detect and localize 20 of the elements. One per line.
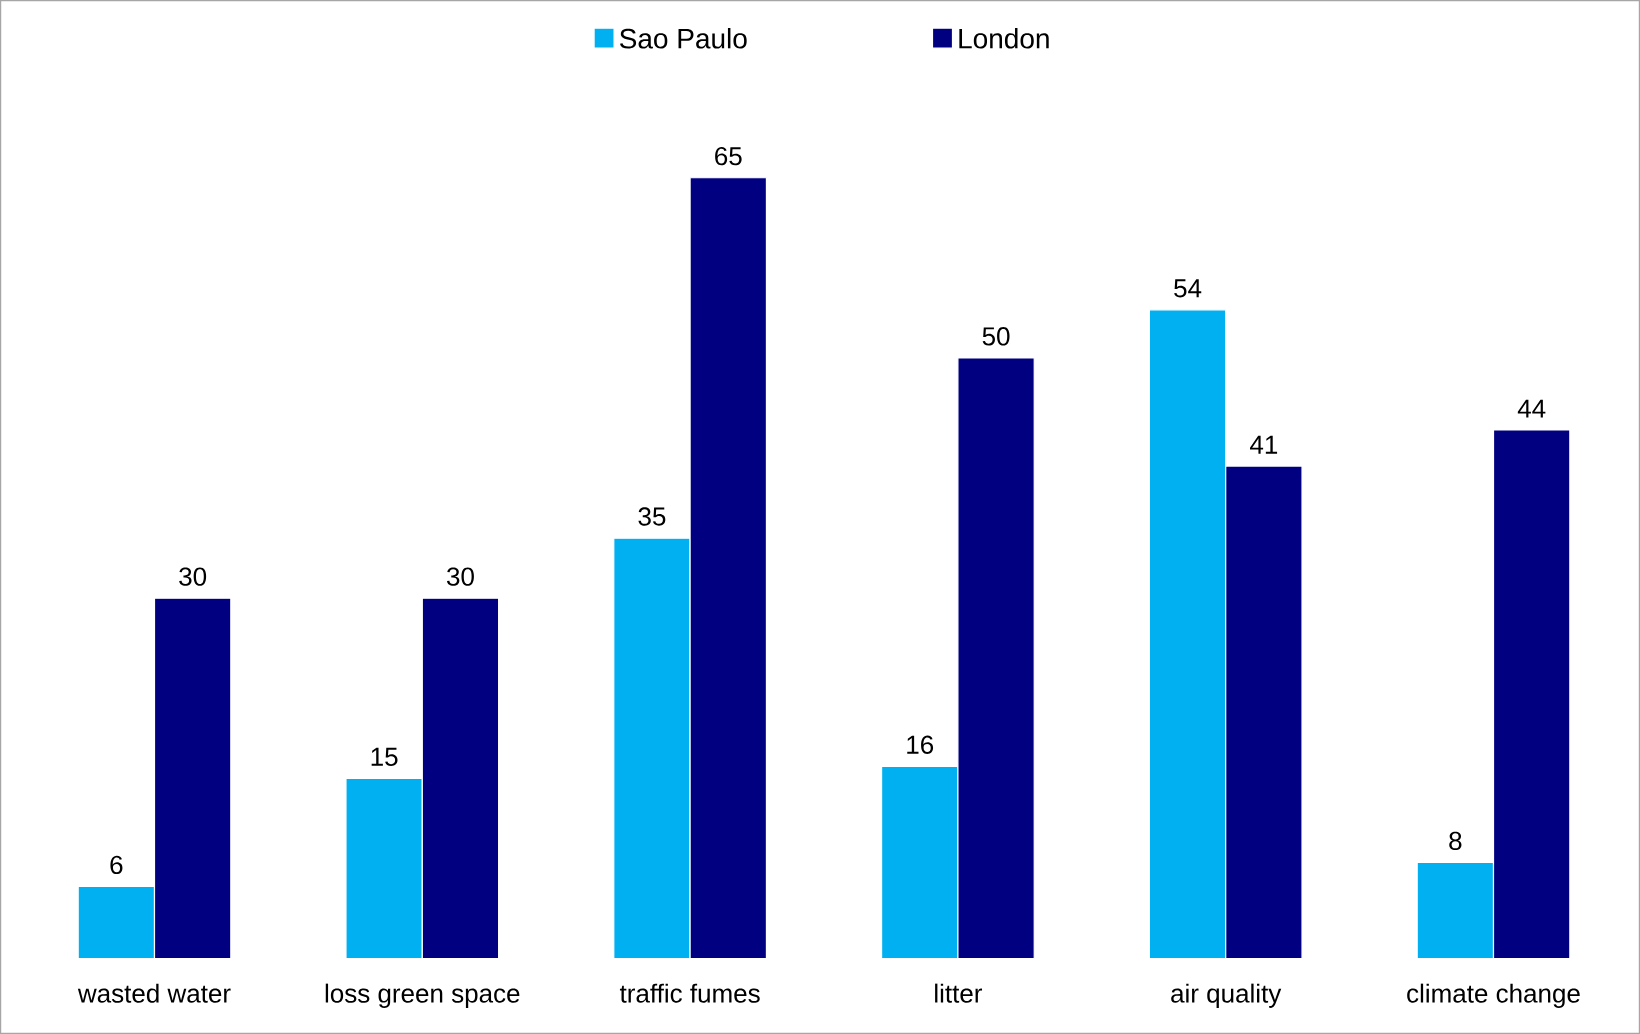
- data-label: 54: [1174, 279, 1202, 298]
- data-label: 41: [1250, 435, 1278, 454]
- data-label: 6: [110, 855, 123, 875]
- legend-label: Sao Paulo: [619, 28, 747, 49]
- x-tick-label: litter: [935, 983, 983, 1003]
- data-label: 30: [447, 567, 474, 586]
- x-tick-label: loss green space: [325, 983, 520, 1008]
- x-tick-label: wasted water: [77, 983, 231, 1003]
- data-label: 30: [179, 567, 207, 586]
- data-label: 8: [1449, 831, 1462, 851]
- x-tick-label: air quality: [1171, 983, 1282, 1008]
- data-label: 16: [907, 735, 934, 754]
- data-label: 50: [982, 327, 1010, 346]
- x-tick-label: climate change: [1407, 983, 1580, 1008]
- data-label: 65: [715, 146, 742, 166]
- data-label: 44: [1517, 399, 1546, 418]
- data-label: 35: [638, 507, 666, 526]
- legend-label: London: [959, 28, 1049, 49]
- data-label: 15: [371, 747, 398, 766]
- x-tick-label: traffic fumes: [619, 983, 760, 1003]
